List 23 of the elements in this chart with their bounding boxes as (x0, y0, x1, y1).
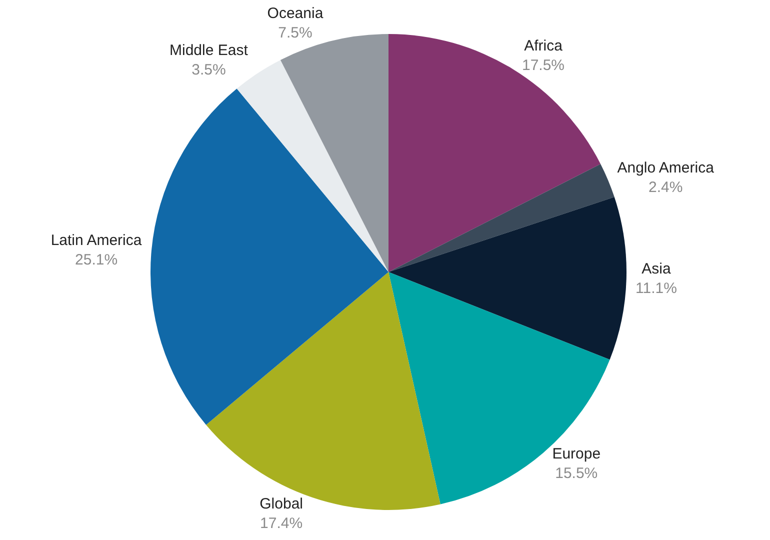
slice-label: Africa (524, 38, 564, 55)
data-label: 17.4% (260, 515, 303, 532)
data-label: 3.5% (192, 62, 226, 79)
slice-label: Europe (552, 445, 601, 462)
data-label: 2.4% (648, 178, 683, 196)
slice-label: Latin America (50, 232, 142, 249)
slice-label: Global (260, 496, 303, 513)
pie-slice (388, 34, 601, 272)
pie-slice (206, 272, 440, 510)
data-label: 17.5% (522, 57, 565, 74)
pie-slice (236, 60, 388, 272)
slice-label: Middle East (170, 42, 249, 60)
data-label: 11.1% (636, 280, 677, 297)
slice-label: Anglo America (617, 159, 715, 176)
pie-slice (150, 88, 388, 425)
data-label: 7.5% (278, 24, 312, 42)
pie-slice (388, 272, 610, 504)
data-label: 25.1% (74, 251, 118, 268)
data-label: 15.5% (555, 464, 598, 482)
pie-slice (388, 164, 614, 272)
pie-slice (388, 197, 626, 360)
slice-label: Asia (642, 260, 672, 278)
slice-label: Oceania (267, 5, 324, 22)
